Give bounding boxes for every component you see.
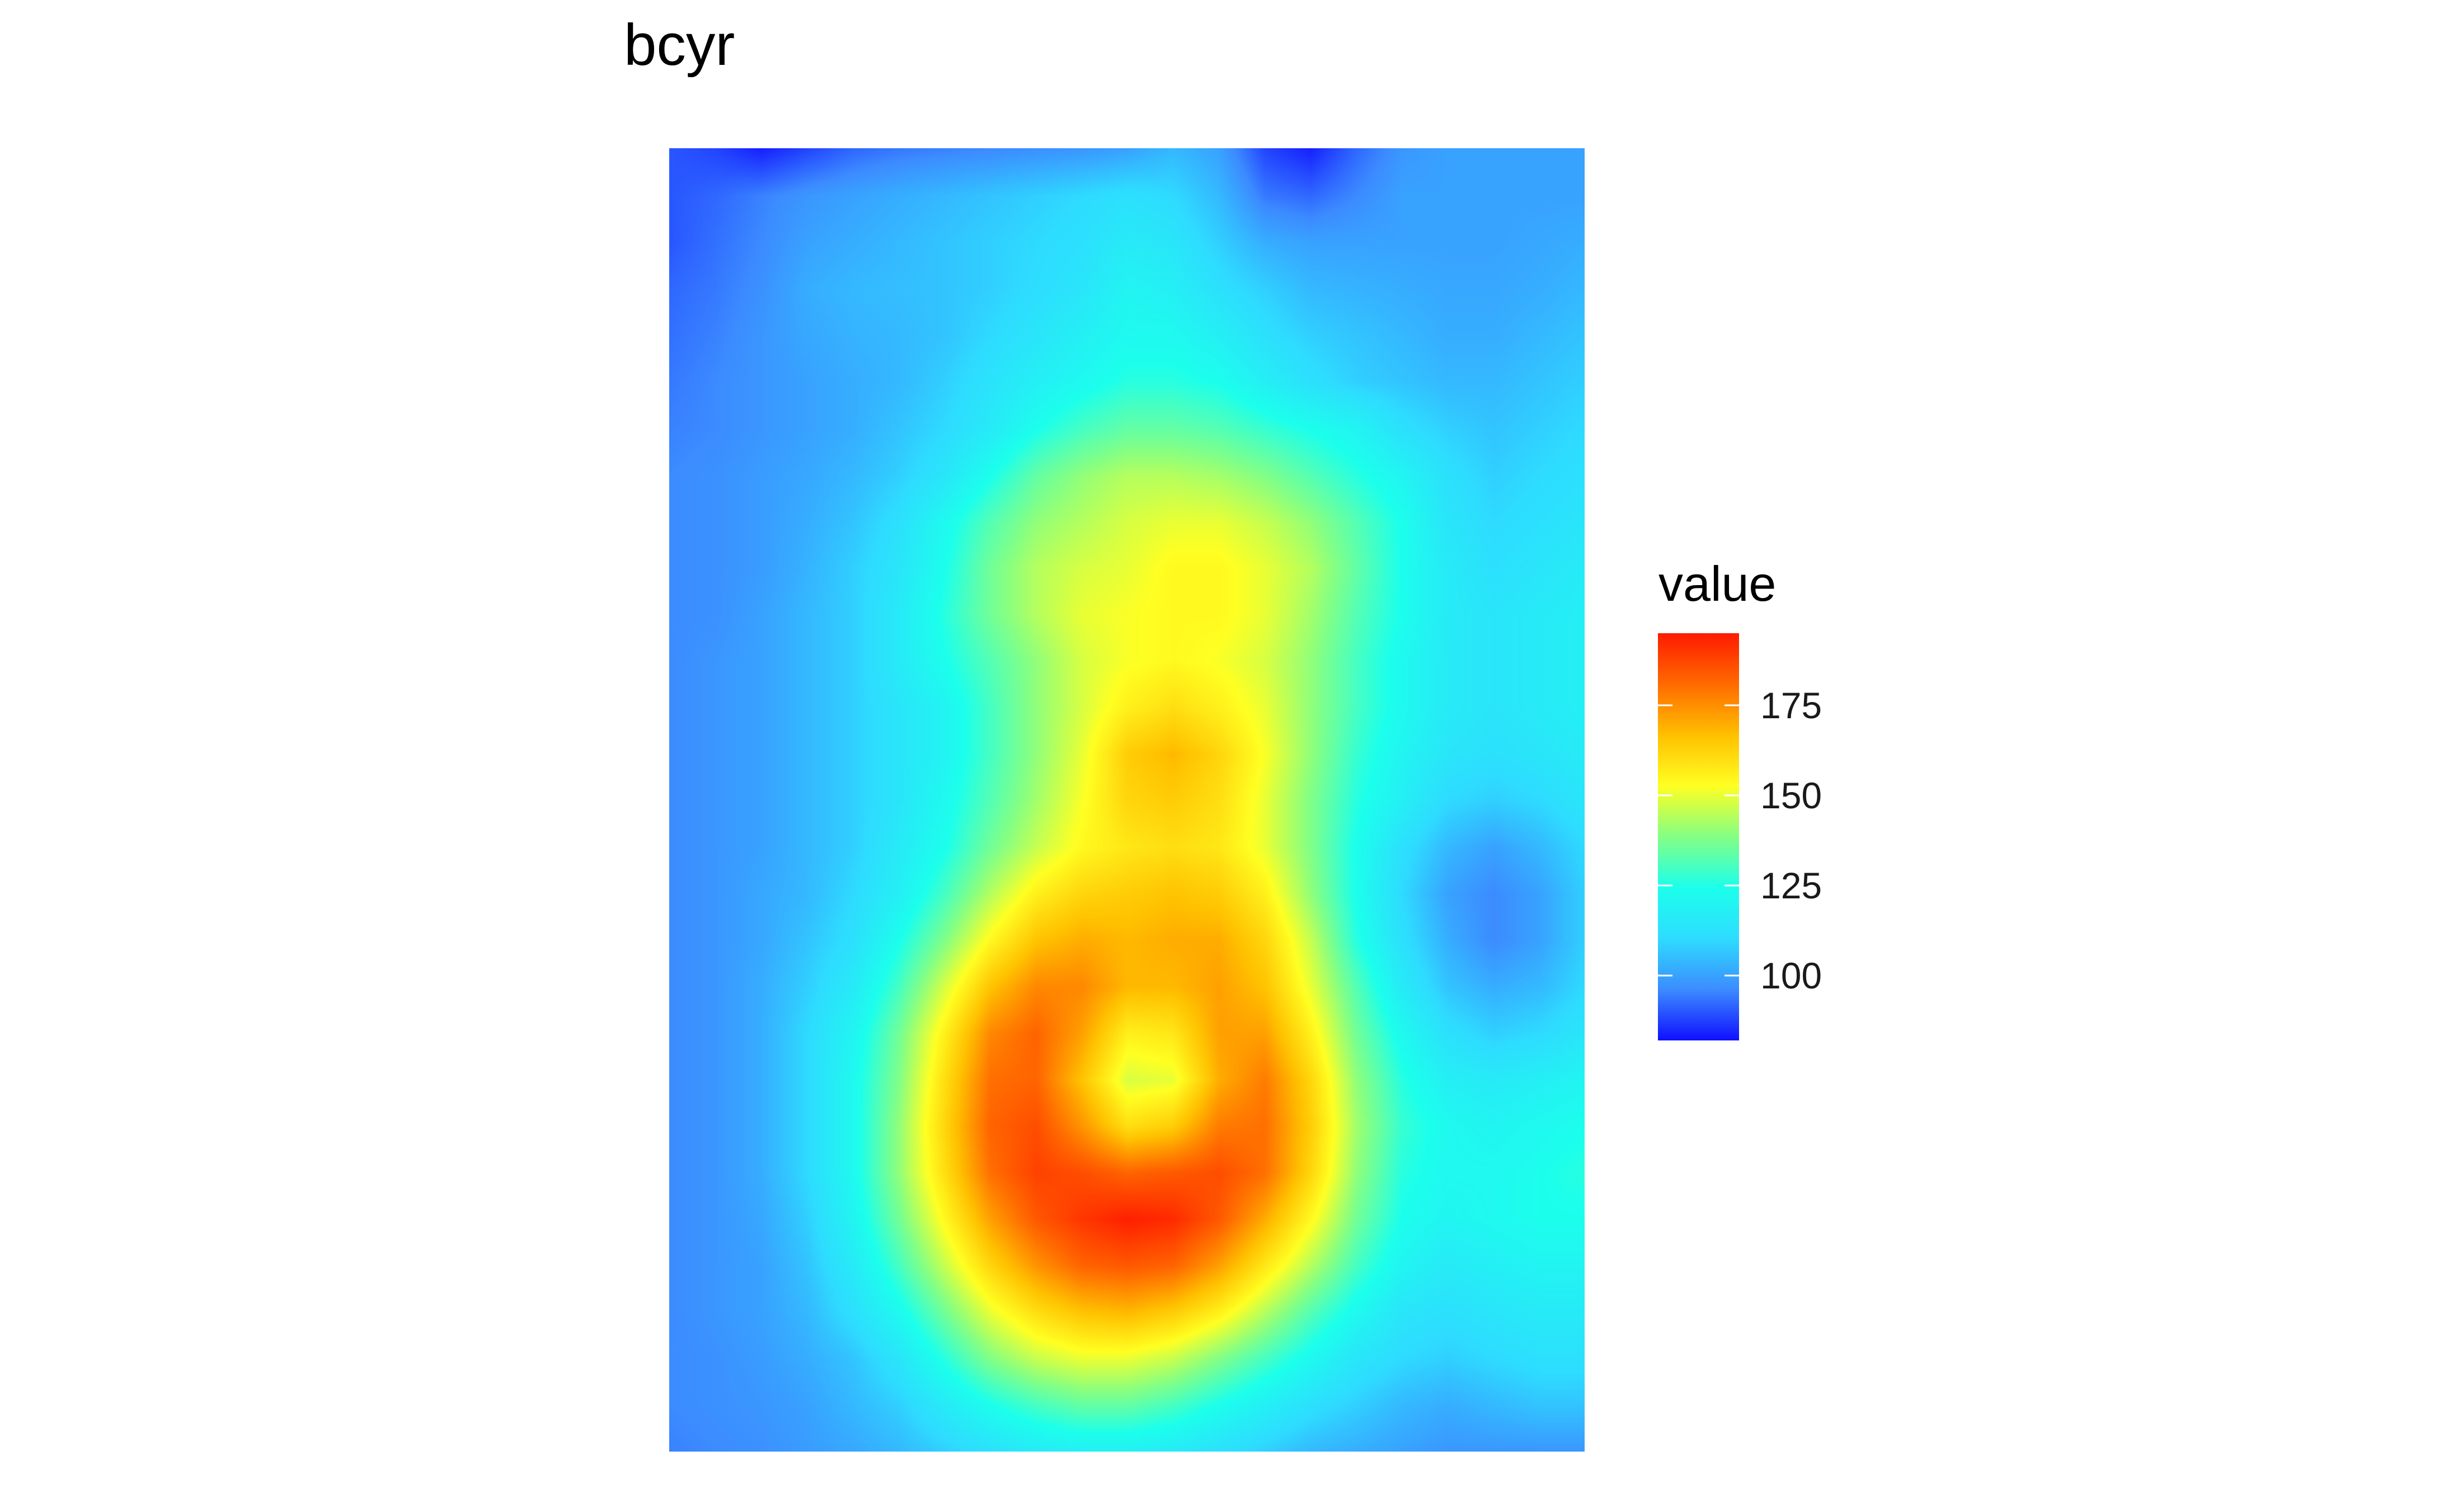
chart-title: bcyr [624,12,735,78]
legend-tick-label: 125 [1760,865,1822,906]
heatmap-raster [669,148,1585,1452]
heatmap-panel [669,148,1585,1452]
legend-colorbar [1658,633,1739,1040]
legend-ticks: 100 125 150 175 [1658,685,1822,996]
legend-tick-label: 150 [1760,775,1822,816]
legend-title: value [1658,556,1777,611]
color-legend: 100 125 150 175 [1658,633,1822,1040]
legend-tick-label: 175 [1760,685,1822,726]
legend-tick-label: 100 [1760,955,1822,996]
